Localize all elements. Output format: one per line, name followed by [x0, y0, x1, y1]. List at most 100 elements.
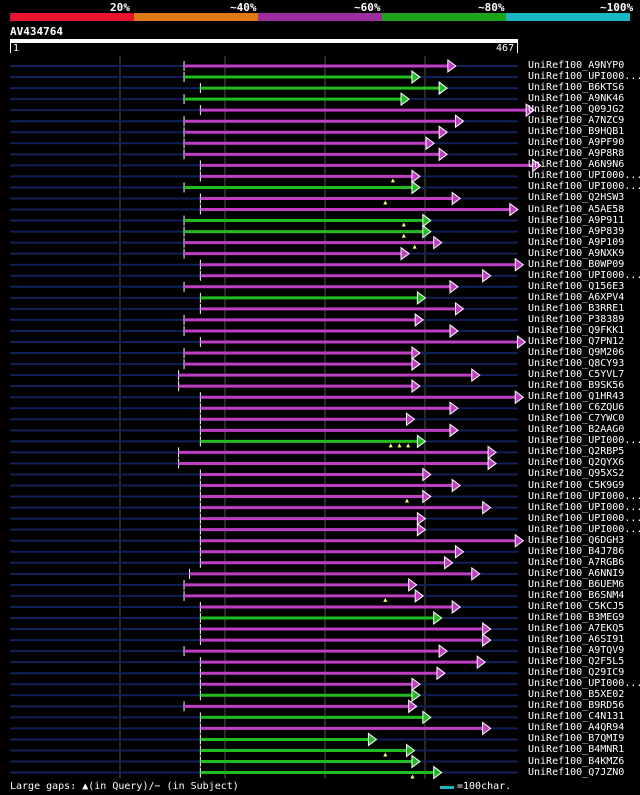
- hit-row-graphic: [10, 588, 518, 603]
- hit-link[interactable]: UniRef100_A7EKQ5: [528, 623, 625, 635]
- hit-link[interactable]: UniRef100_B9HQB1: [528, 126, 625, 138]
- hit-link[interactable]: UniRef100_B7QMI9: [528, 733, 625, 745]
- hit-link[interactable]: UniRef100_UPI000...: [528, 170, 640, 182]
- hit-link[interactable]: UniRef100_Q7PN12: [528, 336, 625, 347]
- hit-link[interactable]: UniRef100_A9NXK9: [528, 247, 625, 259]
- hit-link[interactable]: UniRef100_Q9FKK1: [528, 324, 625, 336]
- hit-row-graphic: [10, 743, 518, 758]
- hit-arrowhead: [454, 544, 465, 559]
- legend-segment-5: [506, 13, 630, 21]
- query-gap-marker: [397, 443, 402, 448]
- hit-link[interactable]: UniRef100_UPI000...: [528, 523, 640, 535]
- hit-link[interactable]: UniRef100_B6KTS6: [528, 82, 625, 94]
- hit-link[interactable]: UniRef100_B4J786: [528, 545, 625, 557]
- hit-link[interactable]: UniRef100_UPI000...: [528, 269, 640, 281]
- hit-link[interactable]: UniRef100_B2AAG0: [528, 424, 625, 436]
- hit-link[interactable]: UniRef100_B4KMZ6: [528, 755, 625, 767]
- legend-label-5: ~100%: [600, 1, 634, 14]
- hit-link[interactable]: UniRef100_A9P911: [528, 214, 625, 226]
- hit-link[interactable]: UniRef100_A4QR94: [528, 722, 625, 734]
- hit-row-graphic: [10, 268, 518, 283]
- hit-row-graphic: [10, 544, 518, 559]
- hit-link[interactable]: UniRef100_Q2QYX6: [528, 457, 625, 469]
- hit-arrowhead: [476, 655, 487, 670]
- hit-arrowhead: [422, 224, 432, 239]
- hit-link[interactable]: UniRef100_B4MNR1: [528, 744, 625, 756]
- hit-link[interactable]: UniRef100_C5YVL7: [528, 369, 625, 381]
- hit-arrowhead: [449, 401, 459, 416]
- hit-link[interactable]: UniRef100_A9P109: [528, 236, 625, 248]
- hit-link[interactable]: UniRef100_A6XPV4: [528, 291, 625, 303]
- hit-row-graphic: [10, 511, 518, 526]
- hit-link[interactable]: UniRef100_C6ZQU6: [528, 402, 625, 414]
- hit-link[interactable]: UniRef100_UPI000...: [528, 71, 640, 83]
- hit-link[interactable]: UniRef100_A9P839: [528, 225, 625, 237]
- hit-arrowhead: [400, 246, 410, 261]
- hit-link[interactable]: UniRef100_Q8CY93: [528, 358, 625, 370]
- hit-arrowhead: [482, 633, 492, 648]
- hit-link[interactable]: UniRef100_UPI000...: [528, 435, 640, 447]
- query-gap-marker: [410, 774, 415, 779]
- legend-label-1: 20%: [110, 1, 130, 14]
- hit-link[interactable]: UniRef100_A7RGB6: [528, 556, 625, 568]
- legend-label-4: ~80%: [478, 1, 505, 14]
- hit-row-graphic: [10, 699, 518, 714]
- hit-link[interactable]: UniRef100_Q95XS2: [528, 468, 625, 480]
- hit-link[interactable]: UniRef100_Q2RBP5: [528, 446, 625, 458]
- hit-link[interactable]: UniRef100_B9SK56: [528, 380, 625, 392]
- hit-link[interactable]: UniRef100_A6N9N6: [528, 159, 625, 171]
- hit-arrowhead: [449, 323, 459, 338]
- hit-row-graphic: [10, 677, 518, 692]
- hit-arrowhead: [433, 235, 443, 250]
- hit-link[interactable]: UniRef100_B9RD56: [528, 700, 625, 712]
- hit-link[interactable]: UniRef100_Q2F5L5: [528, 656, 625, 668]
- hit-link[interactable]: UniRef100_Q29IC9: [528, 667, 625, 679]
- hit-link[interactable]: UniRef100_Q1HR43: [528, 391, 625, 403]
- hit-arrowhead: [408, 699, 418, 714]
- hit-link[interactable]: UniRef100_UPI000...: [528, 512, 640, 524]
- hit-link[interactable]: UniRef100_B5XE02: [528, 689, 625, 701]
- hit-link[interactable]: UniRef100_Q156E3: [528, 280, 625, 292]
- hit-row-graphic: [10, 566, 518, 581]
- hit-link[interactable]: UniRef100_B6UEM6: [528, 578, 625, 590]
- hit-link[interactable]: UniRef100_Q7JZN0: [528, 766, 625, 778]
- hit-link[interactable]: UniRef100_B0WP09: [528, 258, 625, 270]
- hit-row-graphic: [10, 633, 518, 648]
- hit-link[interactable]: UniRef100_UPI000...: [528, 181, 640, 193]
- ruler-tick-start: [10, 43, 11, 53]
- hit-link[interactable]: UniRef100_B3MEG9: [528, 612, 625, 623]
- hit-link[interactable]: UniRef100_A9NYP0: [528, 60, 625, 71]
- hit-arrowhead: [411, 70, 421, 85]
- hit-link[interactable]: UniRef100_Q6DGH3: [528, 534, 625, 546]
- hit-link[interactable]: UniRef100_UPI000...: [528, 501, 640, 513]
- hit-row-graphic: [10, 103, 535, 118]
- hit-link[interactable]: UniRef100_UPI000...: [528, 678, 640, 690]
- hit-arrowhead: [509, 202, 519, 217]
- hit-link[interactable]: UniRef100_P38389: [528, 313, 625, 325]
- hit-link[interactable]: UniRef100_C7YWC0: [528, 413, 625, 425]
- hit-link[interactable]: UniRef100_A6SI91: [528, 634, 625, 646]
- hit-link[interactable]: UniRef100_B3RRE1: [528, 302, 625, 314]
- hit-link[interactable]: UniRef100_A9PF90: [528, 137, 625, 149]
- hit-link[interactable]: UniRef100_A5AE58: [528, 203, 625, 215]
- hit-link[interactable]: UniRef100_Q9M206: [528, 347, 625, 359]
- identity-color-legend: 20% ~40% ~60% ~80% ~100%: [10, 0, 634, 22]
- hit-link[interactable]: UniRef100_Q09JG2: [528, 104, 625, 116]
- hit-link[interactable]: UniRef100_A9P8R8: [528, 148, 625, 160]
- hit-link[interactable]: UniRef100_UPI000...: [528, 490, 640, 502]
- hit-arrowhead: [454, 114, 465, 129]
- hit-link[interactable]: UniRef100_C5KCJ5: [528, 600, 625, 612]
- hit-link[interactable]: UniRef100_C5K9G9: [528, 479, 625, 491]
- hit-link[interactable]: UniRef100_Q2HSW3: [528, 192, 625, 204]
- query-id: AV434764: [10, 25, 63, 38]
- hit-link[interactable]: UniRef100_A7NZC9: [528, 115, 625, 127]
- hit-row-graphic: [10, 412, 518, 427]
- hit-row-graphic: [10, 478, 518, 493]
- hit-link[interactable]: UniRef100_A6NNI9: [528, 567, 625, 579]
- hit-link[interactable]: UniRef100_A9NK46: [528, 93, 625, 105]
- hit-link[interactable]: UniRef100_B6SNM4: [528, 589, 625, 601]
- hit-link[interactable]: UniRef100_C4N131: [528, 711, 625, 723]
- hit-row-graphic: [10, 147, 518, 162]
- hit-link[interactable]: UniRef100_A9TQV9: [528, 645, 625, 657]
